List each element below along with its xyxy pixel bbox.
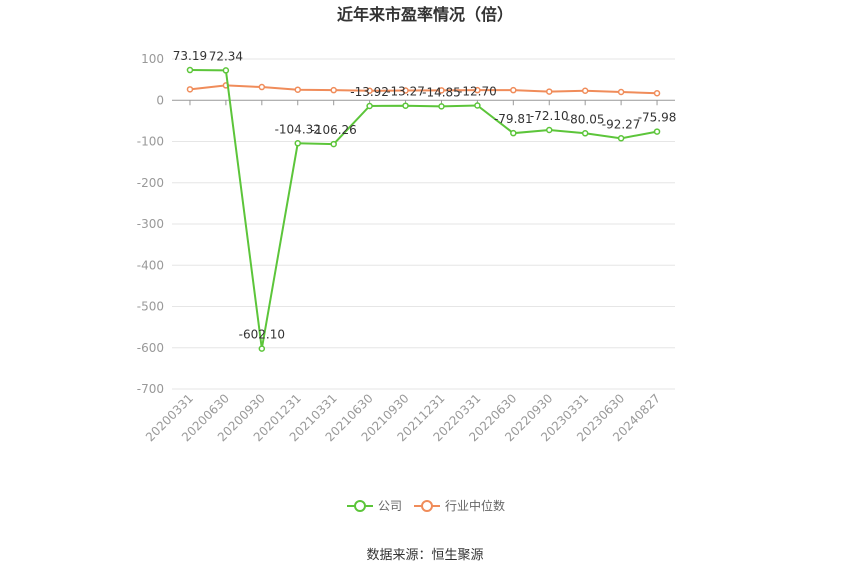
data-point[interactable] bbox=[617, 88, 625, 96]
y-tick-label: -300 bbox=[137, 217, 164, 231]
data-label: -92.27 bbox=[602, 117, 641, 131]
series-layer bbox=[186, 66, 661, 352]
data-label: 72.34 bbox=[209, 49, 243, 63]
data-point[interactable] bbox=[402, 102, 409, 109]
data-point[interactable] bbox=[330, 140, 337, 148]
data-source: 数据来源：恒生聚源 bbox=[366, 548, 483, 563]
y-tick-label: -700 bbox=[137, 382, 164, 396]
data-point[interactable] bbox=[474, 86, 481, 94]
data-label: -12.70 bbox=[458, 84, 497, 98]
data-point[interactable] bbox=[653, 128, 661, 135]
data-label: 73.19 bbox=[173, 49, 207, 63]
series-line-1 bbox=[189, 84, 658, 95]
data-point[interactable] bbox=[617, 135, 625, 142]
y-tick-label: -200 bbox=[137, 176, 164, 190]
y-axis: 100 0 -100 -200 -300 -400 -500 -600 -700 bbox=[137, 52, 164, 396]
legend-item-1[interactable]: 行业中位数 bbox=[414, 498, 505, 513]
legend[interactable]: 公司 行业中位数 bbox=[347, 498, 505, 513]
data-point[interactable] bbox=[546, 88, 553, 95]
data-label: -72.10 bbox=[530, 109, 569, 123]
data-point[interactable] bbox=[402, 87, 409, 94]
legend-swatch-marker bbox=[421, 500, 433, 512]
data-label: -80.05 bbox=[566, 112, 605, 126]
data-point[interactable] bbox=[438, 103, 445, 110]
data-point[interactable] bbox=[186, 86, 194, 93]
data-point[interactable] bbox=[294, 86, 301, 93]
legend-label: 行业中位数 bbox=[445, 498, 505, 513]
data-label: -104.32 bbox=[275, 122, 321, 136]
data-point[interactable] bbox=[294, 140, 301, 147]
y-tick-label: -500 bbox=[137, 300, 164, 314]
data-point[interactable] bbox=[366, 102, 373, 110]
y-tick-label: -600 bbox=[137, 341, 164, 355]
data-point[interactable] bbox=[581, 87, 589, 95]
data-label: -13.92 bbox=[350, 85, 389, 99]
y-tick-label: 0 bbox=[156, 93, 164, 107]
legend-swatch-marker bbox=[354, 500, 366, 512]
data-point[interactable] bbox=[366, 87, 373, 95]
y-tick-label: -100 bbox=[137, 135, 164, 149]
y-tick-label: -400 bbox=[137, 258, 164, 272]
data-point[interactable] bbox=[258, 83, 266, 91]
data-point[interactable] bbox=[474, 102, 481, 109]
data-label: -79.81 bbox=[494, 112, 533, 126]
data-point[interactable] bbox=[653, 89, 661, 97]
chart-title: 近年来市盈率情况（倍） bbox=[337, 5, 513, 24]
series-line-0 bbox=[189, 69, 658, 349]
data-point[interactable] bbox=[186, 66, 194, 74]
data-point[interactable] bbox=[258, 345, 266, 352]
data-label: -75.98 bbox=[638, 111, 677, 125]
legend-label: 公司 bbox=[378, 499, 402, 513]
data-point[interactable] bbox=[438, 87, 445, 94]
data-point[interactable] bbox=[546, 126, 553, 134]
data-point[interactable] bbox=[510, 86, 517, 94]
data-labels: 73.19 72.34 -602.10 -104.32-106.26 -13.92-13… bbox=[173, 49, 677, 342]
data-point[interactable] bbox=[330, 86, 337, 94]
data-point[interactable] bbox=[581, 130, 589, 137]
x-axis: 2020033120200630202009302020123120210331… bbox=[143, 100, 663, 444]
data-point[interactable] bbox=[510, 129, 517, 137]
data-label: -14.85 bbox=[422, 85, 461, 99]
legend-item-0[interactable]: 公司 bbox=[347, 499, 402, 513]
y-tick-label: 100 bbox=[141, 52, 164, 66]
data-label: -106.26 bbox=[311, 123, 357, 137]
data-label: -13.27 bbox=[386, 85, 425, 99]
data-label: -602.10 bbox=[239, 328, 285, 342]
data-point[interactable] bbox=[222, 67, 230, 74]
